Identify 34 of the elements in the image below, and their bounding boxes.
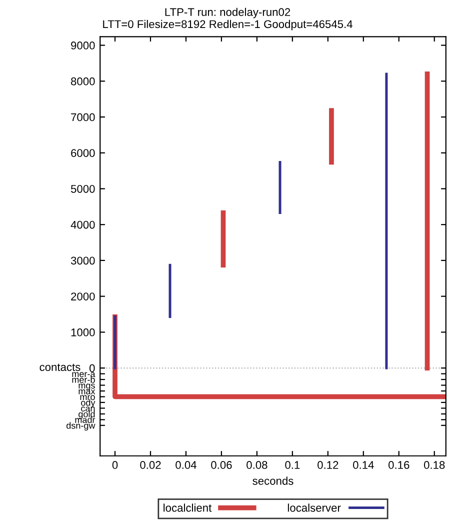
x-tick-label: 0.18 (424, 461, 445, 469)
chart-subtitle: LTT=0 Filesize=8192 Redlen=-1 Goodput=46545.4 (103, 20, 352, 30)
y-tick-label: mer-b (72, 376, 95, 383)
y-tick-label: 3000 (70, 256, 95, 265)
y-tick-label: can (81, 406, 95, 412)
x-tick-label: 0.02 (140, 461, 161, 469)
y-tick-label: 8000 (71, 77, 95, 86)
y-tick-label: dsn-gw (66, 422, 96, 431)
legend-label: localserver (288, 504, 341, 512)
text: contacts (40, 364, 80, 372)
y-tick-label: 2000 (71, 292, 95, 300)
x-tick-label: 0 (112, 461, 118, 469)
x-tick-label: 0.1 (285, 461, 300, 469)
legend-label: localclient (164, 504, 212, 512)
x-tick-label: 0.06 (211, 461, 232, 469)
x-tick-label: 0.04 (176, 461, 196, 469)
y-tick-label: 6000 (71, 149, 95, 157)
y-tick-label: 7000 (71, 113, 95, 122)
y-tick-label: mer-a (72, 372, 96, 378)
y-tick-label: 9000 (71, 42, 95, 50)
y-tick-label: 0 (89, 364, 95, 372)
y-tick-label: 4000 (70, 220, 95, 229)
y-tick-label: ody (81, 399, 96, 408)
x-tick-label: 0.08 (246, 461, 268, 469)
x-tick-label: 0.14 (353, 461, 374, 469)
y-tick-label: 5000 (70, 184, 95, 193)
y-tick-label: mro (80, 395, 95, 400)
y-tick-label: mgs (78, 384, 95, 390)
chart-title: LTP-T run: nodelay-run02 (165, 8, 290, 18)
x-tick-label: 0.16 (388, 461, 410, 469)
x-axis-title: seconds (252, 476, 294, 485)
y-tick-label: max (78, 389, 96, 394)
x-tick-label: 0.12 (318, 461, 338, 469)
y-tick-label: 1000 (71, 328, 95, 336)
